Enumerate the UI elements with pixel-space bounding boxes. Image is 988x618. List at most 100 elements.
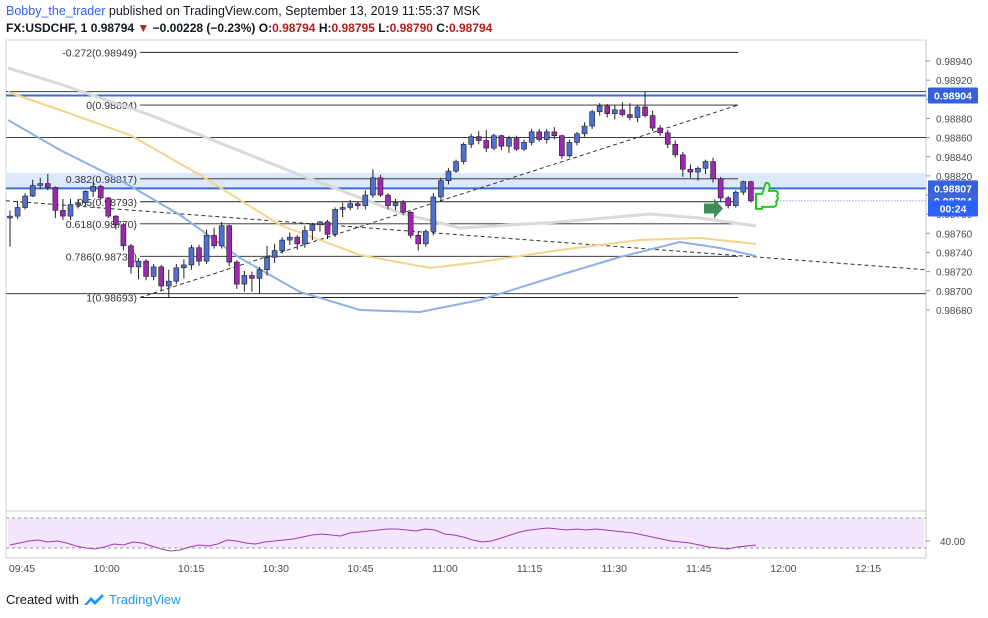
x-tick-label: 12:00 [770,563,796,575]
candle-body [725,197,732,206]
chart-header: Bobby_the_trader published on TradingVie… [6,3,492,37]
x-tick-label: 11:45 [686,563,712,575]
candle-body [173,267,180,282]
candle-body [90,186,96,192]
y-tick-label: 0.98820 [936,172,973,183]
y-tick-label: 0.98880 [936,114,973,125]
candle-body [513,138,520,150]
candle-body [29,185,36,197]
open-value: 0.98794 [272,21,316,35]
candle-body [672,144,679,156]
candle-body [332,209,338,235]
candle-body [438,180,444,198]
fib-level-label: 1(0.98693) [86,293,137,305]
low-label: L: [378,21,390,35]
candle-body [218,225,225,247]
candle-body [604,105,611,114]
candle-body [521,142,527,150]
candle-body [67,204,74,217]
candle-body [377,177,384,196]
candle-body [324,221,331,235]
candle-body [680,154,686,170]
candle-body [196,247,202,262]
tradingview-link[interactable]: TradingView [108,592,181,607]
candle-body [211,234,217,247]
candle-body [294,236,301,245]
candle-body [491,135,497,149]
candle-body [347,203,354,208]
candle-body [279,239,285,251]
ohlc-legend: FX:USDCHF, 1 0.98794 ▼ −0.00228 (−0.23%)… [6,20,492,37]
candle-body [256,269,263,279]
candle-body [181,264,187,269]
candle-body [392,202,399,206]
candle-body [453,161,459,172]
candle-body [143,260,149,277]
candle-body [460,144,467,162]
candle-body [619,109,626,115]
candle-body [415,234,422,245]
candle-body [559,135,565,157]
price-label-text: 0.98807 [934,183,972,195]
candle-body [574,133,580,143]
candle-body [748,181,754,202]
candle-body [430,196,437,232]
moving-average-grey [7,66,757,230]
fib-level-label: 0.382(0.98817) [66,174,137,186]
candle-body [302,230,308,245]
candle-body [113,215,119,226]
candle-body [732,191,739,206]
fib-level-label: 0.786(0.98736) [66,251,137,263]
x-tick-label: 10:00 [93,563,119,575]
symbol-label[interactable]: FX:USDCHF, 1 [6,21,88,35]
candle-body [226,225,233,263]
candle-body [128,245,134,268]
candle-body [385,194,391,206]
candle-body [150,266,157,277]
last-price: 0.98794 [90,21,135,35]
x-tick-label: 10:45 [347,563,373,575]
candle-body [60,210,66,217]
candle-body [271,250,278,258]
candle-body [400,202,406,213]
fib-level-label: -0.272(0.98949) [62,47,137,59]
thumbs-up-icon [755,181,779,210]
candle-body [339,207,346,210]
x-tick-label: 11:30 [601,563,627,575]
low-value: 0.98790 [389,21,433,35]
y-tick-label: 0.98840 [936,153,973,164]
price-label-box [928,180,978,197]
candle-body [566,142,573,157]
candle-body [422,231,429,245]
high-label: H: [318,21,332,35]
moving-average-blue [7,119,757,314]
candle-body [370,177,376,196]
candle-body [506,138,512,147]
down-arrow-icon: ▼ [137,21,150,35]
close-value: 0.98794 [448,21,493,35]
candle-body [589,111,595,127]
plot-frame [5,39,927,559]
candle-body [687,168,694,173]
candle-body [627,114,633,118]
candle-body [188,247,195,266]
candle-body [657,127,663,134]
candle-body [695,167,701,173]
publish-line: Bobby_the_trader published on TradingVie… [6,3,492,20]
x-tick-label: 11:15 [517,563,543,575]
tradingview-logo-icon [83,593,104,605]
y-tick-label: 0.98740 [936,249,973,260]
price-label-box [928,87,978,104]
rsi-axis-label: 40.00 [940,537,965,548]
author-link[interactable]: Bobby_the_trader [6,4,106,18]
fib-level-label: 0.618(0.98770) [66,219,137,231]
descending-trend-line [5,200,927,271]
rsi-line [9,527,757,552]
footer: Created with TradingView [6,592,181,607]
publish-info: published on TradingView.com, September … [108,4,481,18]
candle-body [44,183,51,188]
fib-trend-line [139,104,739,298]
candle-body [249,275,255,279]
candle-body [317,221,323,226]
